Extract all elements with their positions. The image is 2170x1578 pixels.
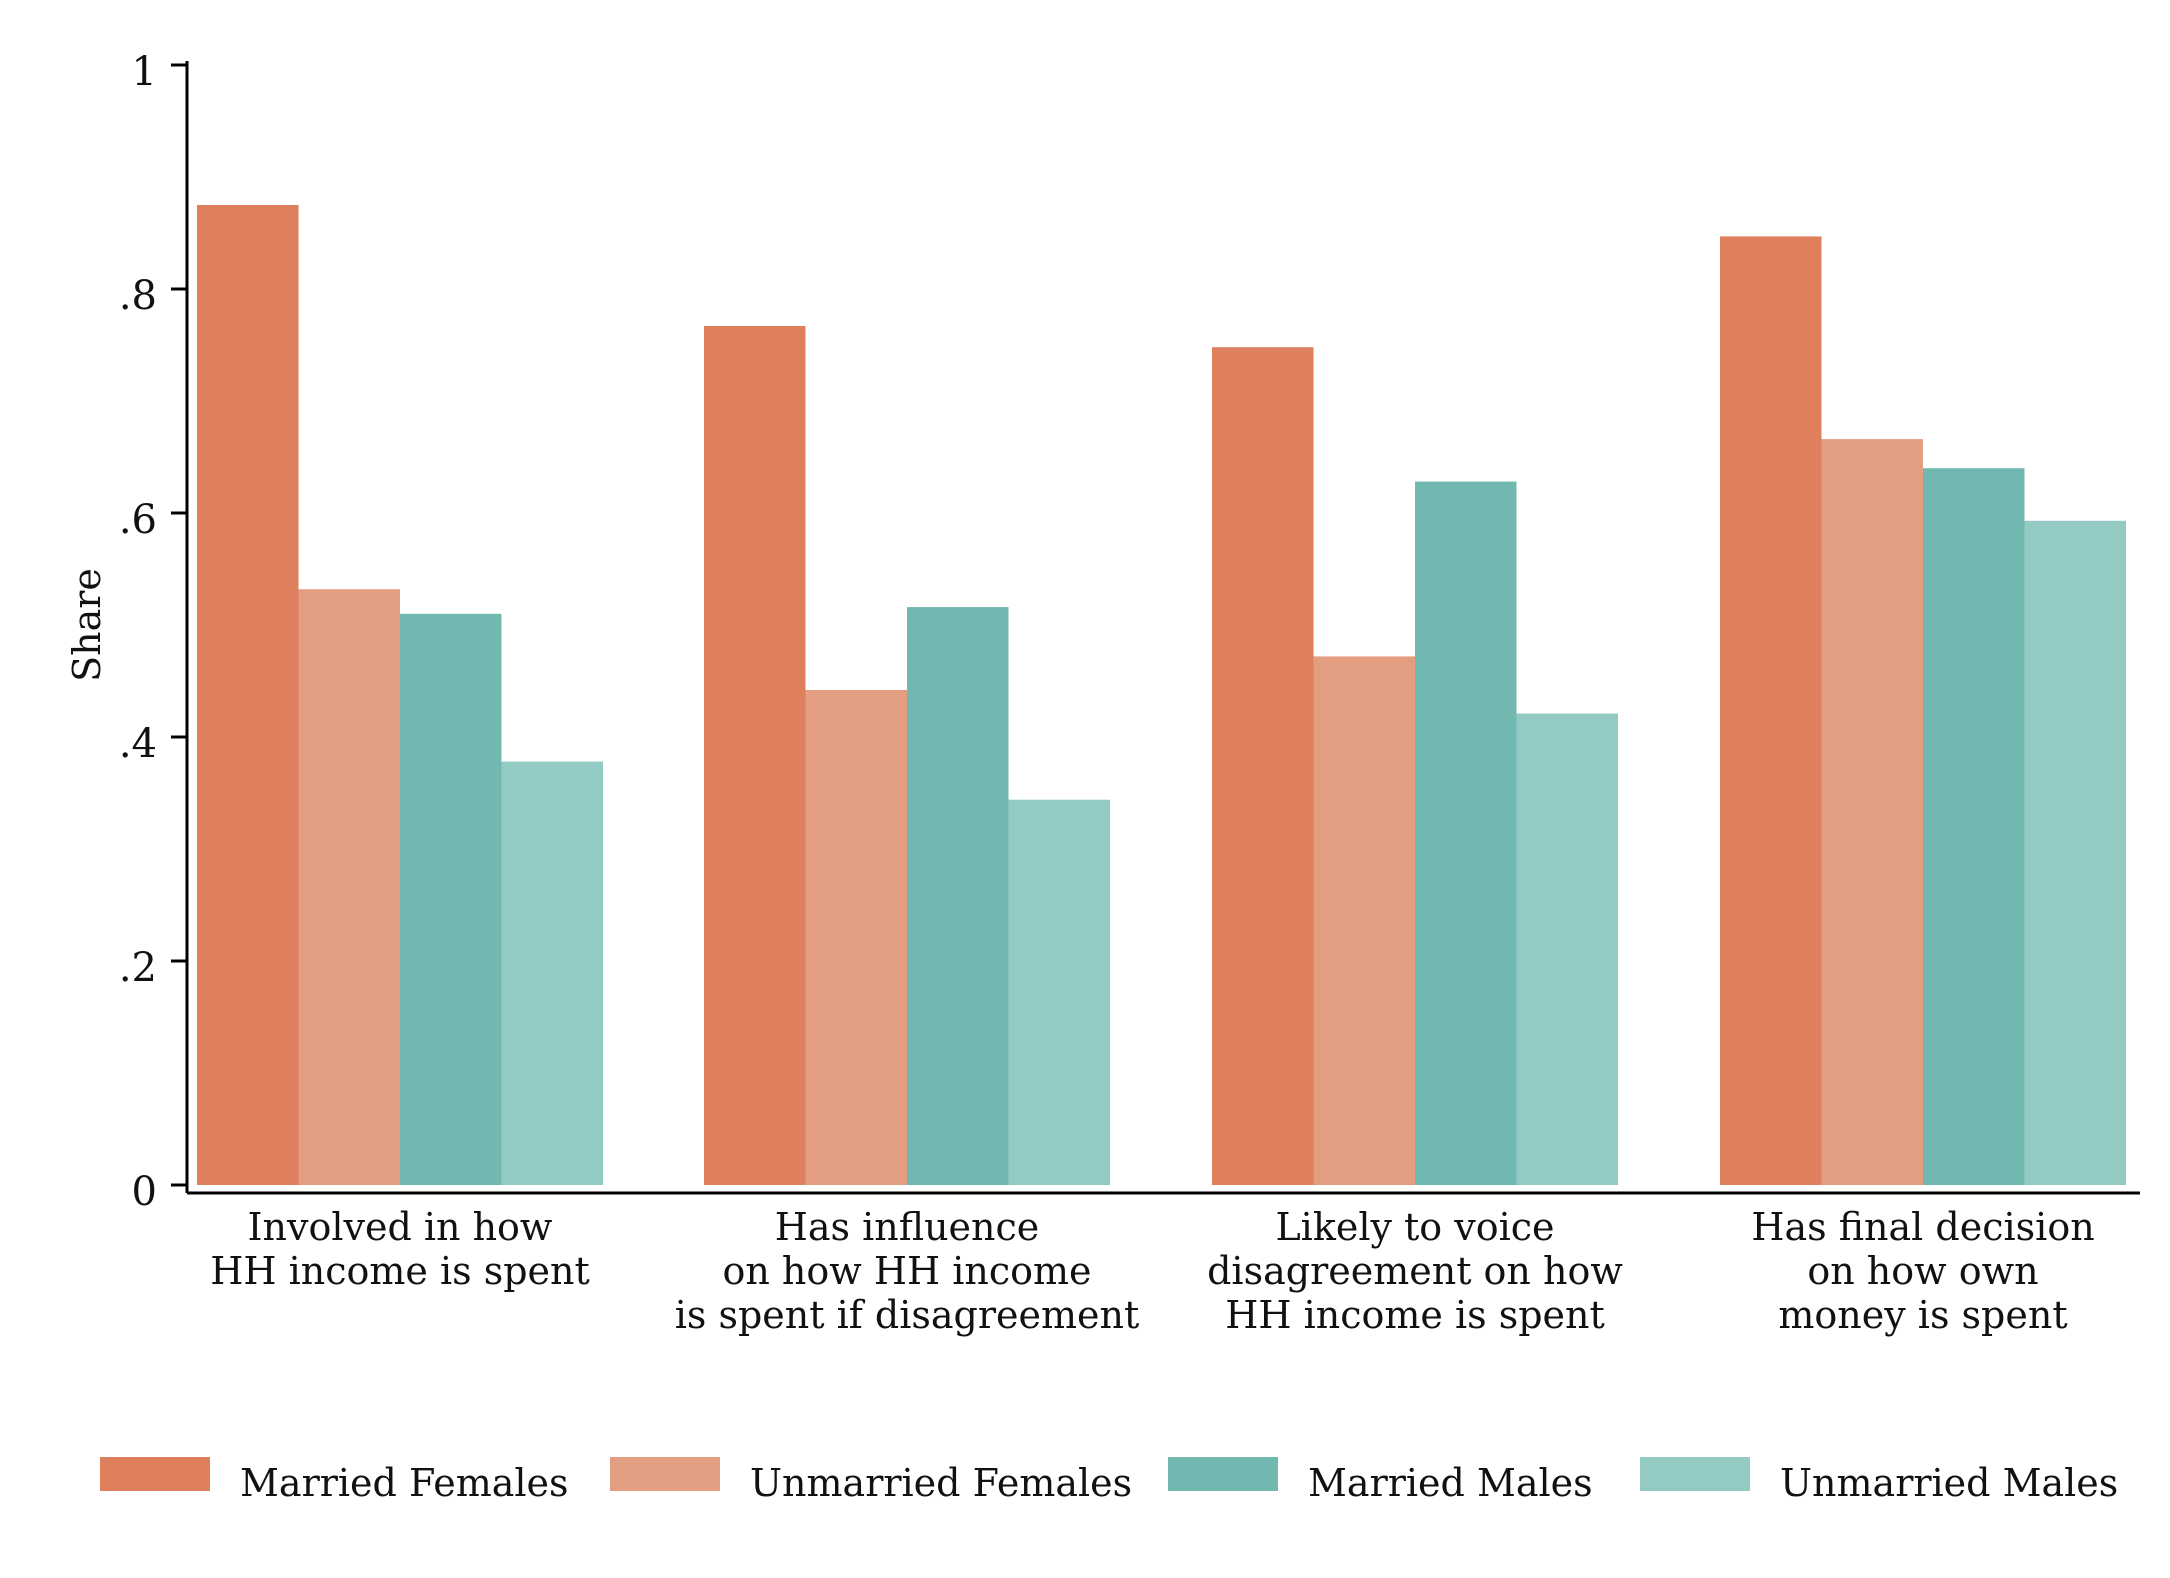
bar-married-males-cat-1 xyxy=(400,613,502,1185)
bar-married-males-cat-4 xyxy=(1923,468,2025,1185)
x-category-label: Has influence xyxy=(775,1205,1040,1249)
y-tick-label: .2 xyxy=(119,945,157,991)
bar-married-males-cat-3 xyxy=(1415,481,1517,1186)
x-category-label: is spent if disagreement xyxy=(675,1293,1140,1337)
bar-unmarried-females-cat-2 xyxy=(805,690,907,1185)
y-tick-label: 0 xyxy=(132,1169,157,1215)
y-tick-label: .8 xyxy=(119,273,157,319)
x-category-label: on how HH income xyxy=(722,1249,1091,1293)
legend-label: Unmarried Males xyxy=(1780,1461,2118,1505)
bars-group xyxy=(197,205,2126,1186)
y-axis-title: Share xyxy=(65,568,109,682)
y-tick-label: 1 xyxy=(132,49,157,95)
y-ticks-group: 0 .2 .4 .6 .8 1 xyxy=(119,49,187,1215)
legend-swatch xyxy=(1168,1457,1278,1491)
y-tick-label: .4 xyxy=(119,721,157,767)
bar-married-females-cat-4 xyxy=(1720,236,1822,1185)
legend-swatch xyxy=(610,1457,720,1491)
x-category-label: HH income is spent xyxy=(210,1249,590,1293)
legend: Married Females Unmarried Females Married … xyxy=(100,1457,2118,1505)
x-category-label: money is spent xyxy=(1778,1293,2067,1337)
legend-label: Married Males xyxy=(1308,1461,1593,1505)
x-category-label: Involved in how xyxy=(248,1205,553,1249)
bar-married-females-cat-3 xyxy=(1212,347,1314,1185)
x-category-label: disagreement on how xyxy=(1207,1249,1623,1293)
bar-married-females-cat-1 xyxy=(197,205,299,1185)
x-category-label: Likely to voice xyxy=(1275,1205,1554,1249)
legend-swatch xyxy=(100,1457,210,1491)
legend-label: Unmarried Females xyxy=(750,1461,1132,1505)
axes-group xyxy=(185,61,2140,1195)
bar-unmarried-males-cat-4 xyxy=(2024,520,2126,1185)
bar-unmarried-males-cat-2 xyxy=(1008,799,1110,1185)
x-category-label: HH income is spent xyxy=(1225,1293,1605,1337)
legend-swatch xyxy=(1640,1457,1750,1491)
bar-married-females-cat-2 xyxy=(704,326,806,1185)
bar-unmarried-females-cat-3 xyxy=(1313,656,1415,1185)
bar-unmarried-females-cat-4 xyxy=(1821,439,1923,1186)
bar-unmarried-males-cat-3 xyxy=(1516,713,1618,1185)
x-category-label: on how own xyxy=(1807,1249,2038,1293)
legend-label: Married Females xyxy=(240,1461,569,1505)
x-category-label: Has final decision xyxy=(1751,1205,2094,1249)
bar-unmarried-females-cat-1 xyxy=(298,589,400,1185)
bar-unmarried-males-cat-1 xyxy=(501,761,603,1185)
bar-married-males-cat-2 xyxy=(907,607,1009,1185)
y-tick-label: .6 xyxy=(119,497,157,543)
